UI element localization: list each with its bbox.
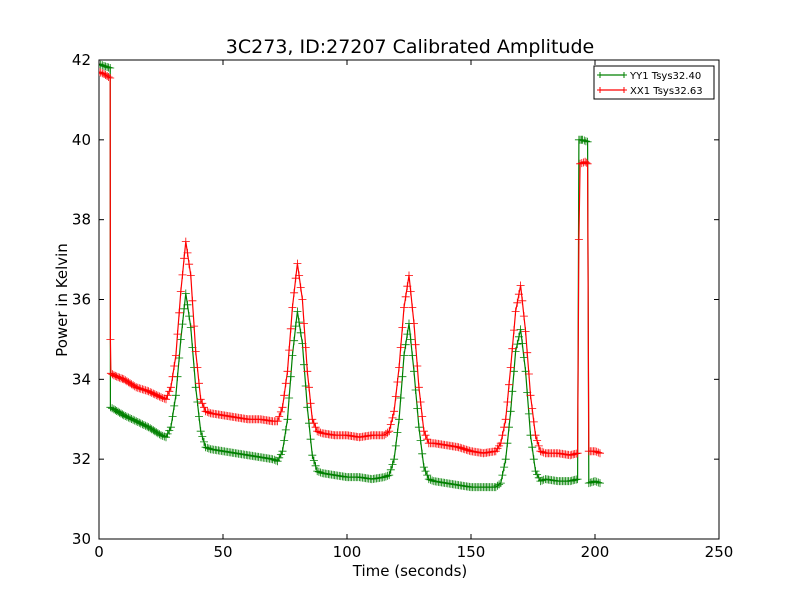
y-tick-label: 42: [72, 51, 91, 69]
legend-marker: [621, 87, 627, 93]
series-layer: [99, 60, 604, 492]
legend-label: YY1 Tsys32.40: [629, 71, 701, 82]
series-xx1: [99, 68, 604, 460]
series-yy1: [99, 60, 604, 492]
y-tick-label: 30: [72, 530, 91, 548]
series-markers: [99, 60, 604, 492]
x-tick-label: 150: [457, 543, 486, 561]
y-tick-label: 38: [72, 211, 91, 229]
axis-layer: 0 50 100 150 200 250 30 32 34 36 38 40 42: [72, 51, 733, 561]
x-tick-label: 250: [705, 543, 734, 561]
legend: YY1 Tsys32.40 XX1 Tsys32.63: [593, 65, 715, 100]
y-tick-label: 36: [72, 291, 91, 309]
series-markers: [99, 68, 604, 460]
legend-marker: [621, 72, 627, 78]
y-tick-label: 40: [72, 131, 91, 149]
x-axis-label: Time (seconds): [352, 562, 468, 580]
x-tick-label: 200: [581, 543, 610, 561]
legend-marker: [597, 72, 603, 78]
plot-frame: [98, 59, 720, 540]
y-axis-label: Power in Kelvin: [53, 243, 71, 357]
x-tick-label: 0: [94, 543, 104, 561]
x-tick-label: 100: [333, 543, 362, 561]
y-tick-label: 34: [72, 370, 91, 388]
legend-marker: [597, 87, 603, 93]
chart-title: 3C273, ID:27207 Calibrated Amplitude: [226, 36, 594, 58]
y-tick-label: 32: [72, 450, 91, 468]
x-tick-label: 50: [213, 543, 232, 561]
legend-box: [593, 65, 715, 100]
legend-label: XX1 Tsys32.63: [630, 86, 703, 97]
